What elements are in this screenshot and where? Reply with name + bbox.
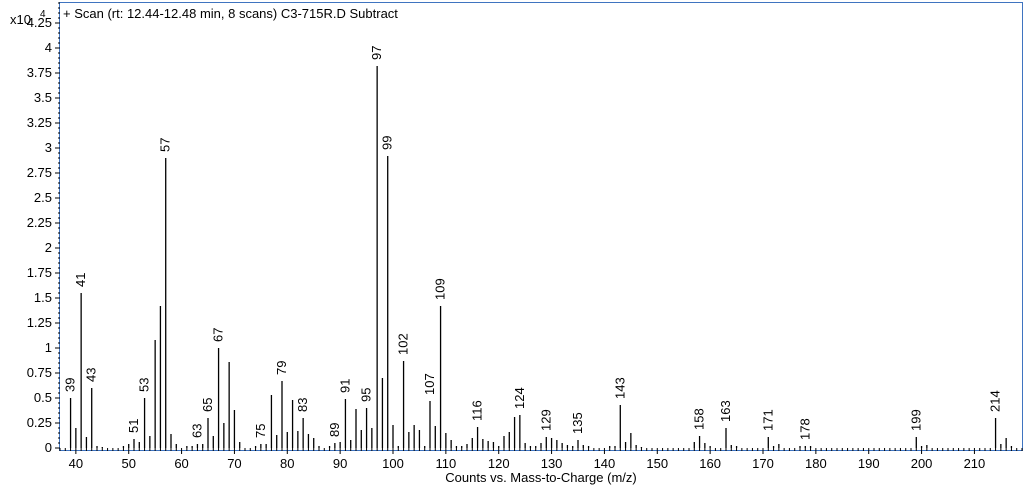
peak-label-41: 41 bbox=[73, 273, 88, 287]
y-tick-label-0: 0 bbox=[45, 440, 52, 455]
x-tick-label-7: 110 bbox=[435, 456, 456, 471]
peak-label-107: 107 bbox=[422, 373, 437, 395]
y-tick-label-10: 2.5 bbox=[34, 190, 52, 205]
y-tick-label-14: 3.5 bbox=[34, 90, 52, 105]
y-tick-label-9: 2.25 bbox=[27, 215, 52, 230]
y-tick-label-17: 4.25 bbox=[27, 15, 52, 30]
peak-label-67: 67 bbox=[211, 328, 226, 342]
y-multiplier-exponent: 4 bbox=[40, 9, 46, 20]
y-tick-label-2: 0.5 bbox=[34, 390, 52, 405]
peak-label-57: 57 bbox=[158, 138, 173, 152]
peak-label-214: 214 bbox=[988, 390, 1003, 412]
x-tick-label-1: 50 bbox=[121, 456, 135, 471]
x-tick-label-17: 210 bbox=[964, 456, 986, 471]
peak-label-97: 97 bbox=[369, 46, 384, 60]
y-tick-label-7: 1.75 bbox=[27, 265, 52, 280]
peak-label-89: 89 bbox=[327, 423, 342, 437]
y-tick-label-13: 3.25 bbox=[27, 115, 52, 130]
x-tick-label-9: 130 bbox=[541, 456, 563, 471]
peak-label-99: 99 bbox=[380, 136, 395, 150]
peak-label-43: 43 bbox=[84, 368, 99, 382]
y-tick-label-6: 1.5 bbox=[34, 290, 52, 305]
y-tick-label-16: 4 bbox=[45, 40, 52, 55]
peak-label-91: 91 bbox=[337, 379, 352, 393]
peak-label-129: 129 bbox=[538, 409, 553, 431]
peak-label-178: 178 bbox=[797, 418, 812, 440]
x-tick-label-11: 150 bbox=[646, 456, 668, 471]
peaks-layer bbox=[69, 66, 1013, 448]
y-tick-label-3: 0.75 bbox=[27, 365, 52, 380]
peak-label-116: 116 bbox=[470, 400, 485, 421]
peak-label-158: 158 bbox=[692, 408, 707, 430]
x-axis-label: Counts vs. Mass-to-Charge (m/z) bbox=[445, 470, 636, 485]
peak-label-199: 199 bbox=[908, 409, 923, 431]
y-tick-label-11: 2.75 bbox=[27, 165, 52, 180]
peak-label-102: 102 bbox=[396, 333, 411, 355]
peak-label-51: 51 bbox=[126, 419, 141, 433]
plot-frame bbox=[59, 2, 1023, 451]
peak-label-95: 95 bbox=[359, 388, 374, 402]
x-tick-label-2: 60 bbox=[174, 456, 188, 471]
y-tick-label-12: 3 bbox=[45, 140, 52, 155]
x-tick-label-4: 80 bbox=[280, 456, 294, 471]
y-tick-label-4: 1 bbox=[45, 340, 52, 355]
x-tick-label-6: 100 bbox=[382, 456, 404, 471]
y-tick-label-8: 2 bbox=[45, 240, 52, 255]
peak-label-65: 65 bbox=[200, 398, 215, 412]
peak-label-39: 39 bbox=[63, 378, 78, 392]
peak-label-135: 135 bbox=[570, 412, 585, 434]
peak-label-109: 109 bbox=[433, 278, 448, 300]
x-tick-label-5: 90 bbox=[333, 456, 347, 471]
y-multiplier-label: x10 bbox=[10, 12, 31, 27]
x-tick-label-8: 120 bbox=[488, 456, 510, 471]
peak-label-63: 63 bbox=[189, 424, 204, 438]
peak-label-83: 83 bbox=[295, 398, 310, 412]
x-axis: 40 50 60 70 80 90 100 110 120 130 140 150 160 170 180 1… bbox=[59, 448, 1023, 471]
peak-label-75: 75 bbox=[253, 424, 268, 438]
y-tick-label-15: 3.75 bbox=[27, 65, 52, 80]
peak-label-171: 171 bbox=[760, 409, 775, 431]
peak-label-124: 124 bbox=[512, 387, 527, 409]
peak-labels-layer: 39 41 43 51 53 57 63 65 67 75 79 83 89 91 95 97 99 102 107… bbox=[63, 46, 1003, 440]
peak-label-79: 79 bbox=[274, 361, 289, 375]
x-tick-label-0: 40 bbox=[69, 456, 83, 471]
peak-label-143: 143 bbox=[612, 377, 627, 399]
peak-label-53: 53 bbox=[137, 378, 152, 392]
peak-label-163: 163 bbox=[718, 400, 733, 422]
x-tick-label-13: 170 bbox=[752, 456, 774, 471]
x-tick-label-15: 190 bbox=[858, 456, 880, 471]
x-tick-label-12: 160 bbox=[699, 456, 721, 471]
y-tick-label-5: 1.25 bbox=[27, 315, 52, 330]
x-tick-label-3: 70 bbox=[227, 456, 241, 471]
chart-title: + Scan (rt: 12.44-12.48 min, 8 scans) C3… bbox=[63, 6, 398, 21]
y-tick-label-1: 0.25 bbox=[27, 415, 52, 430]
x-tick-label-16: 200 bbox=[911, 456, 933, 471]
x-tick-label-14: 180 bbox=[805, 456, 827, 471]
y-axis: 0 0.25 0.5 0.75 1 1.25 1.5 1.75 2 2.25 2.5 2.75 3 3.2… bbox=[27, 2, 60, 455]
x-tick-label-10: 140 bbox=[594, 456, 616, 471]
